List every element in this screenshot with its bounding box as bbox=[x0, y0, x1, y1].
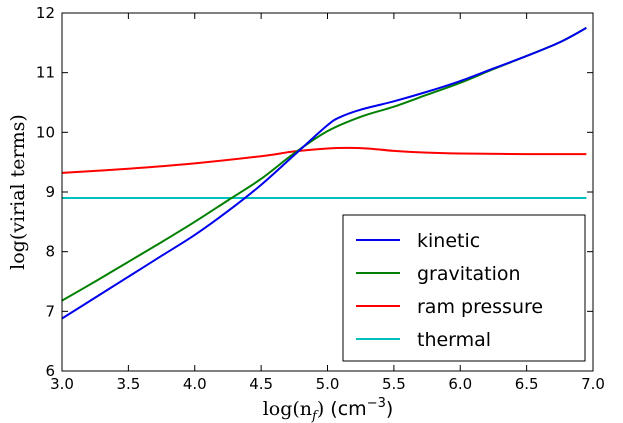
y-tick-label: 8 bbox=[45, 243, 55, 261]
x-axis-label: log(nf) (cm−3) bbox=[263, 396, 394, 423]
x-axis-label-close: ) bbox=[317, 398, 324, 420]
y-tick-label: 7 bbox=[45, 302, 55, 320]
y-tick-label: 11 bbox=[36, 64, 55, 82]
x-tick-label: 6.5 bbox=[515, 375, 539, 393]
x-axis-unit-pre: (cm bbox=[324, 398, 366, 420]
x-tick-label: 6.0 bbox=[448, 375, 472, 393]
x-tick-label: 3.0 bbox=[50, 375, 74, 393]
y-axis-label: log(virial terms) bbox=[7, 114, 29, 270]
x-axis-label-sub: f bbox=[311, 409, 319, 423]
ticks-layer: 3.0 3.5 4.0 4.5 5.0 5.5 6.0 6.5 7.0 6 7 8 9 10 11 12 bbox=[36, 4, 605, 393]
legend-items: kinetic gravitation ram pressure thermal bbox=[356, 230, 543, 351]
x-tick-label: 4.0 bbox=[183, 375, 207, 393]
x-tick-label: 4.5 bbox=[249, 375, 273, 393]
y-tick-label: 12 bbox=[36, 4, 55, 22]
legend: kinetic gravitation ram pressure thermal bbox=[342, 214, 586, 362]
series-line-ram-pressure bbox=[61, 146, 587, 174]
legend-label-gravitation: gravitation bbox=[417, 263, 521, 285]
series-line-kinetic bbox=[61, 27, 587, 320]
x-tick-label: 5.5 bbox=[382, 375, 406, 393]
legend-label-ram-pressure: ram pressure bbox=[417, 296, 543, 318]
legend-label-thermal: thermal bbox=[417, 329, 491, 351]
x-axis-unit-sup: −3 bbox=[367, 396, 386, 411]
x-tick-label: 3.5 bbox=[116, 375, 140, 393]
x-tick-label: 7.0 bbox=[581, 375, 605, 393]
y-tick-label: 10 bbox=[36, 123, 55, 141]
series-layer bbox=[61, 27, 587, 320]
x-axis-label-main: log(n bbox=[263, 398, 312, 420]
legend-label-kinetic: kinetic bbox=[417, 230, 480, 252]
y-tick-label: 9 bbox=[45, 183, 55, 201]
x-axis-unit-post: ) bbox=[386, 398, 393, 420]
x-tick-label: 5.0 bbox=[316, 375, 340, 393]
y-tick-label: 6 bbox=[45, 362, 55, 380]
